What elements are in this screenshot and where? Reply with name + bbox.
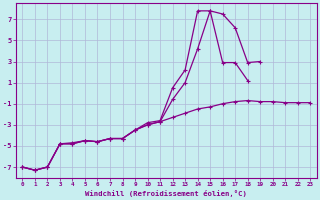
X-axis label: Windchill (Refroidissement éolien,°C): Windchill (Refroidissement éolien,°C) [85,190,247,197]
